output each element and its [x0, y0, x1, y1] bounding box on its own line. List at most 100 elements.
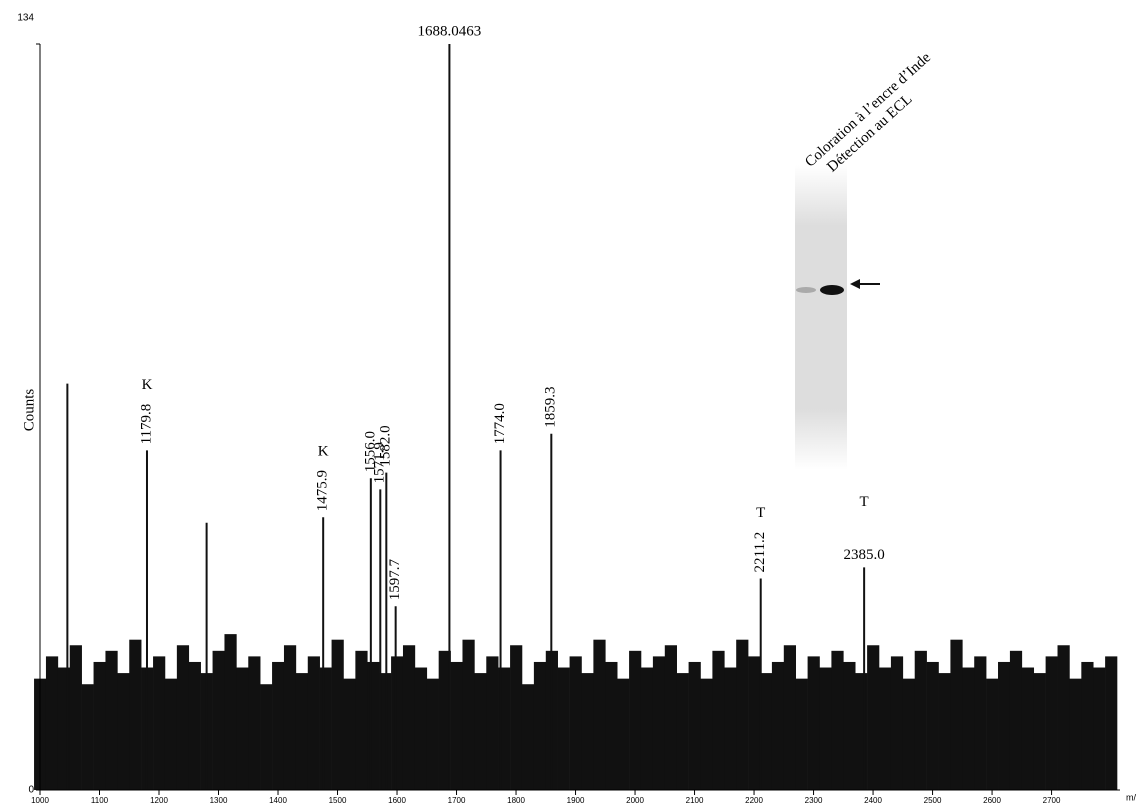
- noise-bar: [343, 679, 355, 790]
- noise-bar: [105, 651, 117, 790]
- noise-bar: [1058, 645, 1070, 790]
- noise-bar: [939, 673, 951, 790]
- noise-bar: [117, 673, 129, 790]
- peak-label: 2385.0: [844, 547, 885, 563]
- noise-bar: [986, 679, 998, 790]
- noise-bar: [891, 656, 903, 790]
- noise-bar: [1069, 679, 1081, 790]
- noise-bar: [760, 673, 772, 790]
- noise-bar: [94, 662, 106, 790]
- x-tick-label: 1000: [31, 796, 49, 805]
- noise-bar: [272, 662, 284, 790]
- gel-band: [820, 285, 844, 295]
- noise-bar: [641, 668, 653, 790]
- x-tick-label: 2700: [1043, 796, 1061, 805]
- noise-bar: [213, 651, 225, 790]
- noise-bar: [403, 645, 415, 790]
- noise-bar: [474, 673, 486, 790]
- peak-label: 1475.9: [315, 470, 331, 511]
- noise-bar: [522, 684, 534, 790]
- noise-bar: [82, 684, 94, 790]
- noise-bar: [927, 662, 939, 790]
- noise-bar: [1022, 668, 1034, 790]
- noise-bar: [915, 651, 927, 790]
- noise-bar: [248, 656, 260, 790]
- noise-bar: [724, 668, 736, 790]
- noise-bar: [189, 662, 201, 790]
- y-tick-label: 0: [28, 785, 34, 796]
- noise-bar: [427, 679, 439, 790]
- noise-bar: [808, 656, 820, 790]
- peak-label: 1859.3: [543, 386, 559, 427]
- noise-bar: [605, 662, 617, 790]
- x-tick-label: 2100: [686, 796, 704, 805]
- x-tick-label: 1700: [448, 796, 466, 805]
- noise-bar: [486, 656, 498, 790]
- x-tick-label: 1200: [150, 796, 168, 805]
- gel-band: [796, 287, 816, 293]
- noise-bar: [391, 656, 403, 790]
- noise-bar: [855, 673, 867, 790]
- x-tick-label: 2000: [626, 796, 644, 805]
- noise-bar: [712, 651, 724, 790]
- noise-bar: [617, 679, 629, 790]
- peak-label: 1597.7: [387, 559, 403, 601]
- peak-tag: T: [860, 494, 869, 510]
- noise-bar: [867, 645, 879, 790]
- noise-bar: [320, 668, 332, 790]
- noise-bar: [308, 656, 320, 790]
- peak-label: 2211.2: [752, 532, 768, 573]
- noise-bar: [224, 634, 236, 790]
- y-tick-label: 134: [17, 13, 34, 24]
- noise-bar: [903, 679, 915, 790]
- noise-bar: [415, 668, 427, 790]
- noise-bar: [1093, 668, 1105, 790]
- noise-bar: [332, 640, 344, 790]
- noise-bar: [581, 673, 593, 790]
- noise-bar: [772, 662, 784, 790]
- gel-lane: [795, 165, 821, 470]
- noise-bar: [46, 656, 58, 790]
- y-axis-label: Counts: [21, 389, 37, 432]
- noise-bar: [570, 656, 582, 790]
- noise-bar: [153, 656, 165, 790]
- noise-bar: [1010, 651, 1022, 790]
- noise-bar: [700, 679, 712, 790]
- noise-bar: [998, 662, 1010, 790]
- peak-label: 1179.8: [138, 404, 154, 445]
- noise-bar: [70, 645, 82, 790]
- noise-bar: [451, 662, 463, 790]
- noise-bar: [1105, 656, 1117, 790]
- peak-label: 1774.0: [492, 403, 508, 444]
- x-axis-label: m/: [1126, 792, 1136, 802]
- noise-bar: [367, 662, 379, 790]
- noise-bar: [1081, 662, 1093, 790]
- noise-bar: [820, 668, 832, 790]
- noise-bar: [677, 673, 689, 790]
- noise-bar: [689, 662, 701, 790]
- x-tick-label: 1500: [329, 796, 347, 805]
- noise-bar: [558, 668, 570, 790]
- x-tick-label: 2500: [924, 796, 942, 805]
- noise-bar: [736, 640, 748, 790]
- x-tick-label: 1300: [210, 796, 228, 805]
- x-tick-label: 2600: [983, 796, 1001, 805]
- noise-bar: [236, 668, 248, 790]
- chart: Coloration à l’encre d’Inde Détection au…: [0, 0, 1136, 806]
- noise-bar: [462, 640, 474, 790]
- noise-bar: [534, 662, 546, 790]
- gel-lane: [821, 165, 847, 470]
- noise-bar: [843, 662, 855, 790]
- noise-bar: [1034, 673, 1046, 790]
- x-tick-label: 2400: [864, 796, 882, 805]
- arrow-head: [850, 279, 860, 289]
- noise-bar: [784, 645, 796, 790]
- noise-bar: [974, 656, 986, 790]
- peak-tag: T: [756, 505, 765, 521]
- noise-bar: [593, 640, 605, 790]
- noise-bar: [510, 645, 522, 790]
- x-tick-label: 2200: [745, 796, 763, 805]
- peak-tag: K: [142, 377, 153, 393]
- noise-bar: [355, 651, 367, 790]
- noise-bar: [165, 679, 177, 790]
